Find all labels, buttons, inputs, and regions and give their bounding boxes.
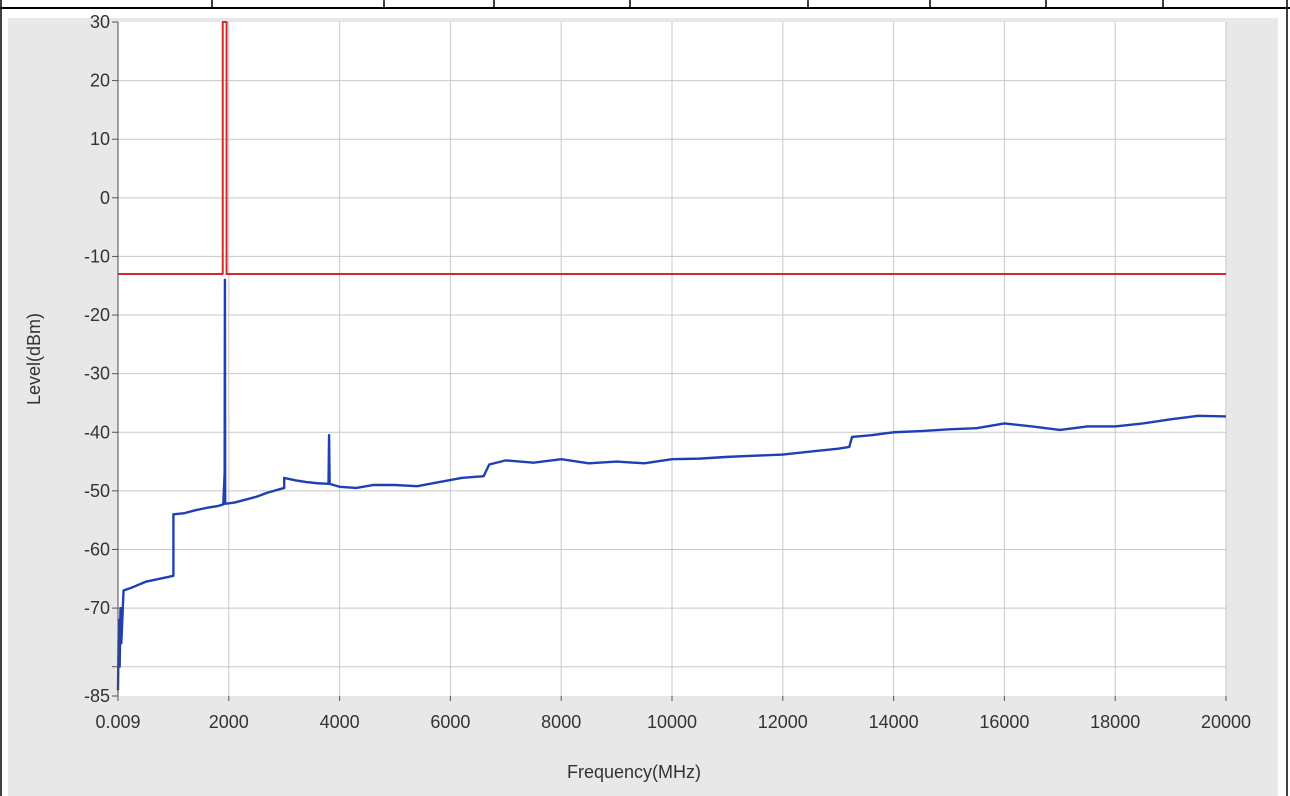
y-tick-label: 0 [100, 188, 110, 208]
y-tick-label: -20 [84, 305, 110, 325]
x-axis-label: Frequency(MHz) [567, 762, 701, 782]
y-tick-label: -10 [84, 246, 110, 266]
y-tick-label: -50 [84, 481, 110, 501]
grid [118, 22, 1227, 696]
x-tick-label: 0.009 [95, 712, 140, 732]
y-tick-label: 30 [90, 12, 110, 32]
y-tick-label: 20 [90, 71, 110, 91]
x-tick-label: 16000 [979, 712, 1029, 732]
y-axis: 30 20 10 0 -10 -20 -30 -40 -50 -60 -70 -85 [84, 12, 118, 706]
x-tick-label: 12000 [758, 712, 808, 732]
x-tick-label: 18000 [1090, 712, 1140, 732]
x-tick-label: 4000 [320, 712, 360, 732]
x-axis: 0.009 2000 4000 6000 8000 10000 12000 14000 1600… [95, 696, 1251, 732]
y-tick-label: -85 [84, 686, 110, 706]
y-tick-label: -30 [84, 364, 110, 384]
x-tick-label: 10000 [647, 712, 697, 732]
y-tick-label: -60 [84, 539, 110, 559]
x-tick-label: 14000 [869, 712, 919, 732]
measurement-trace [116, 278, 1227, 691]
series-layer [116, 21, 1227, 691]
y-tick-label: -70 [84, 598, 110, 618]
x-tick-label: 20000 [1201, 712, 1251, 732]
x-tick-label: 8000 [541, 712, 581, 732]
y-axis-label: Level(dBm) [24, 313, 44, 405]
limit-line [118, 21, 1226, 276]
y-tick-label: -40 [84, 422, 110, 442]
x-tick-label: 6000 [430, 712, 470, 732]
x-tick-label: 2000 [209, 712, 249, 732]
y-tick-label: 10 [90, 129, 110, 149]
